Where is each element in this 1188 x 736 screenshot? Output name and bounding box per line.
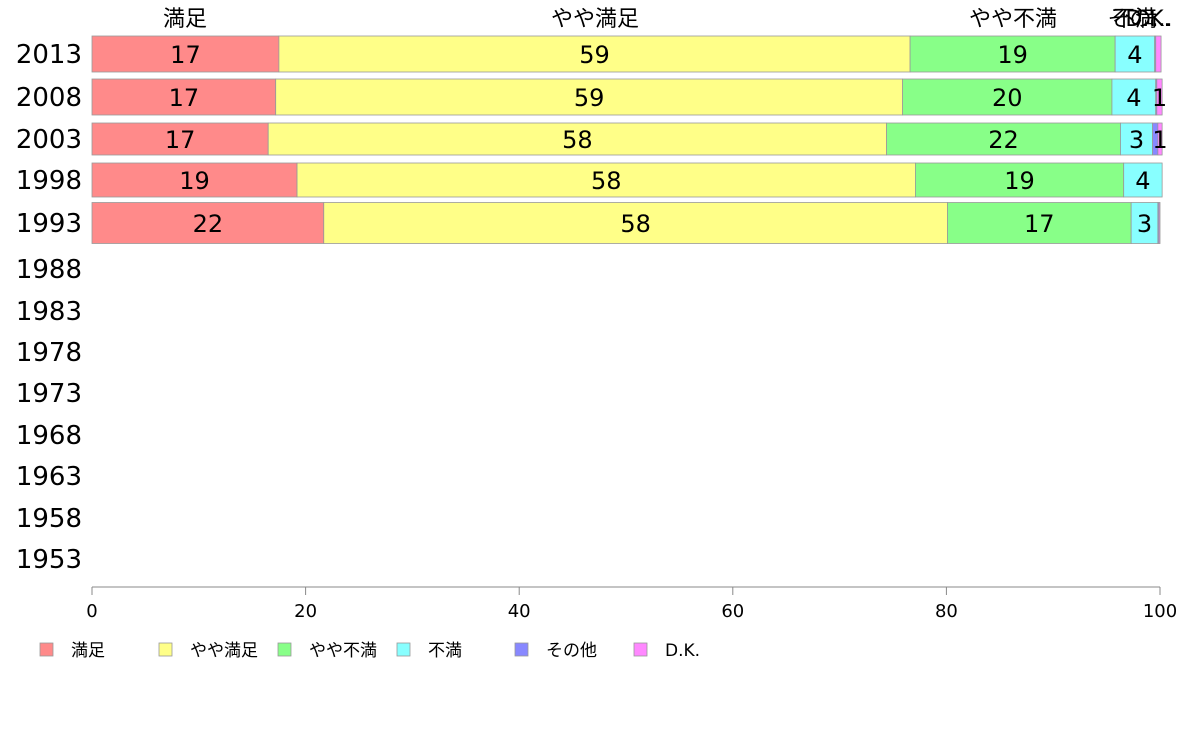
bar-value-label: 17: [1024, 210, 1055, 238]
bar-segment: [947, 202, 1132, 244]
x-tick-label: 40: [508, 601, 531, 622]
y-tick-label: 1983: [16, 297, 82, 327]
y-tick-label: 1953: [16, 545, 82, 575]
bar-value-label: 19: [997, 41, 1028, 69]
y-tick-label: 1973: [16, 379, 82, 409]
x-tick-label: 60: [721, 601, 744, 622]
bar-segment: [902, 78, 1113, 116]
series-top-label: やや満足: [551, 7, 639, 32]
legend-swatch: [39, 642, 54, 657]
bar-value-label: 20: [992, 84, 1023, 112]
y-tick-label: 1988: [16, 255, 82, 285]
bar-segment: [1111, 78, 1157, 116]
bar-segment: [915, 162, 1125, 198]
y-tick-label: 1978: [16, 338, 82, 368]
bar-segment: [296, 162, 916, 198]
legend-label: D.K.: [665, 641, 700, 661]
bar-value-label: 19: [1004, 167, 1035, 195]
bar-value-label: 17: [165, 126, 196, 154]
bar-value-label: 58: [591, 167, 622, 195]
x-tick-label: 100: [1143, 601, 1177, 622]
bar-segment: [91, 162, 298, 198]
bar-value-label: 1: [1152, 84, 1167, 112]
legend-swatch: [633, 642, 648, 657]
bar-segment: [91, 35, 280, 73]
bar-segment: [1114, 35, 1156, 73]
legend-swatch: [396, 642, 411, 657]
bar-segment: [91, 122, 269, 156]
x-tick-label: 80: [935, 601, 958, 622]
series-top-label: D.K.: [1125, 7, 1170, 32]
bar-value-label: 17: [170, 41, 201, 69]
bar-value-label: 4: [1127, 41, 1142, 69]
bar-segment: [1158, 202, 1161, 244]
legend-swatch: [277, 642, 292, 657]
x-tick-label: 20: [294, 601, 317, 622]
bar-segment: [1157, 122, 1163, 156]
series-top-label: その...: [1108, 7, 1173, 32]
bar-value-label: 59: [579, 41, 610, 69]
legend-label: 不満: [428, 641, 462, 661]
legend-label: その他: [546, 641, 597, 661]
series-top-label: 満足: [163, 7, 207, 32]
bar-value-label: 4: [1135, 167, 1150, 195]
y-tick-label: 1968: [16, 421, 82, 451]
bar-value-label: 58: [562, 126, 593, 154]
x-axis: 0 20 40 60 80 100: [86, 586, 1177, 622]
bar-value-label: 1: [1152, 126, 1167, 154]
bar-segment: [1120, 122, 1153, 156]
legend-label: 満足: [71, 641, 105, 661]
y-axis-labels: 2013 2008 2003 1998 1993 1988 1983 1978 1973 1968…: [16, 40, 82, 575]
y-tick-label: 1993: [16, 209, 82, 239]
legend: 満足 やや満足 やや不満 不満 その他 D.K.: [39, 641, 700, 661]
y-tick-label: 2013: [16, 40, 82, 70]
bar-value-label: 22: [193, 210, 224, 238]
bar-value-label: 19: [179, 167, 210, 195]
bar-segment: [323, 202, 948, 244]
bar-value-label: 58: [620, 210, 651, 238]
bar-value-label: 59: [574, 84, 605, 112]
bar-value-label: 3: [1129, 126, 1144, 154]
bar-value-label: 4: [1126, 84, 1141, 112]
bar-value-label: 22: [988, 126, 1019, 154]
x-tick-label: 0: [86, 601, 97, 622]
bar-segment: [1123, 162, 1163, 198]
y-tick-label: 1963: [16, 462, 82, 492]
bar-value-label: 17: [169, 84, 200, 112]
series-top-label: やや不満: [969, 7, 1057, 32]
y-tick-label: 1958: [16, 504, 82, 534]
legend-swatch: [158, 642, 173, 657]
bar-value-label: 3: [1137, 210, 1152, 238]
y-tick-label: 2008: [16, 83, 82, 113]
series-top-label: 不満: [1113, 7, 1157, 32]
legend-swatch: [514, 642, 529, 657]
bar-segment: [91, 202, 325, 244]
y-tick-label: 1998: [16, 166, 82, 196]
bar-segment: [91, 78, 277, 116]
bar-segment: [1156, 78, 1163, 116]
bars: 17 59 19 417 59 20 4 117 58 22 3 119 58 19 422 58 17 3: [91, 35, 1168, 244]
bar-segment: [886, 122, 1121, 156]
bar-segment: [1130, 202, 1159, 244]
bar-segment: [267, 122, 887, 156]
legend-label: やや不満: [309, 641, 377, 661]
bar-segment: [1155, 35, 1162, 73]
y-tick-label: 2003: [16, 125, 82, 155]
legend-label: やや満足: [190, 641, 258, 661]
bar-segment: [275, 78, 904, 116]
